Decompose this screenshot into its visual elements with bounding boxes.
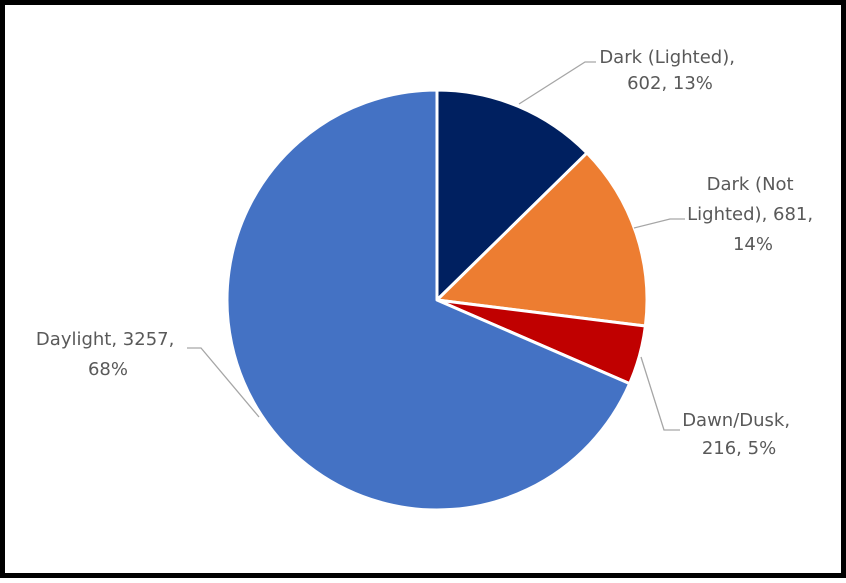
leader-line-dawn-dusk	[640, 356, 680, 431]
data-labels: Dark (Lighted), 602, 13% Dark (Not Light…	[36, 47, 819, 459]
data-label-line: Dark (Lighted),	[599, 47, 735, 68]
data-label-line: Dark (Not	[707, 174, 794, 195]
data-label-line: 602, 13%	[627, 73, 713, 94]
pie-chart: Dark (Lighted), 602, 13% Dark (Not Light…	[36, 47, 819, 512]
pie-slice-daylight	[225, 88, 632, 512]
data-label-line: Lighted), 681,	[687, 204, 813, 225]
data-label-line: Daylight, 3257,	[36, 329, 174, 350]
leader-line-dark-not-lighted	[633, 218, 685, 229]
leader-lines	[187, 61, 685, 431]
pie-slice-dark-not-lighted	[435, 151, 649, 328]
data-label-dark-not-lighted: Dark (Not Lighted), 681, 14%	[687, 174, 819, 255]
data-label-line: 216, 5%	[702, 438, 776, 459]
data-label-dawn-dusk: Dawn/Dusk, 216, 5%	[682, 410, 796, 459]
data-label-line: 68%	[88, 359, 128, 380]
data-label-line: Dawn/Dusk,	[682, 410, 790, 431]
leader-line-dark-lighted	[518, 61, 596, 105]
data-label-line: 14%	[733, 234, 773, 255]
data-label-daylight: Daylight, 3257, 68%	[36, 329, 180, 380]
pie-slice-dark-lighted	[435, 88, 589, 302]
data-label-dark-lighted: Dark (Lighted), 602, 13%	[599, 47, 740, 94]
pie-slices	[225, 88, 649, 512]
leader-line-daylight	[187, 347, 260, 418]
